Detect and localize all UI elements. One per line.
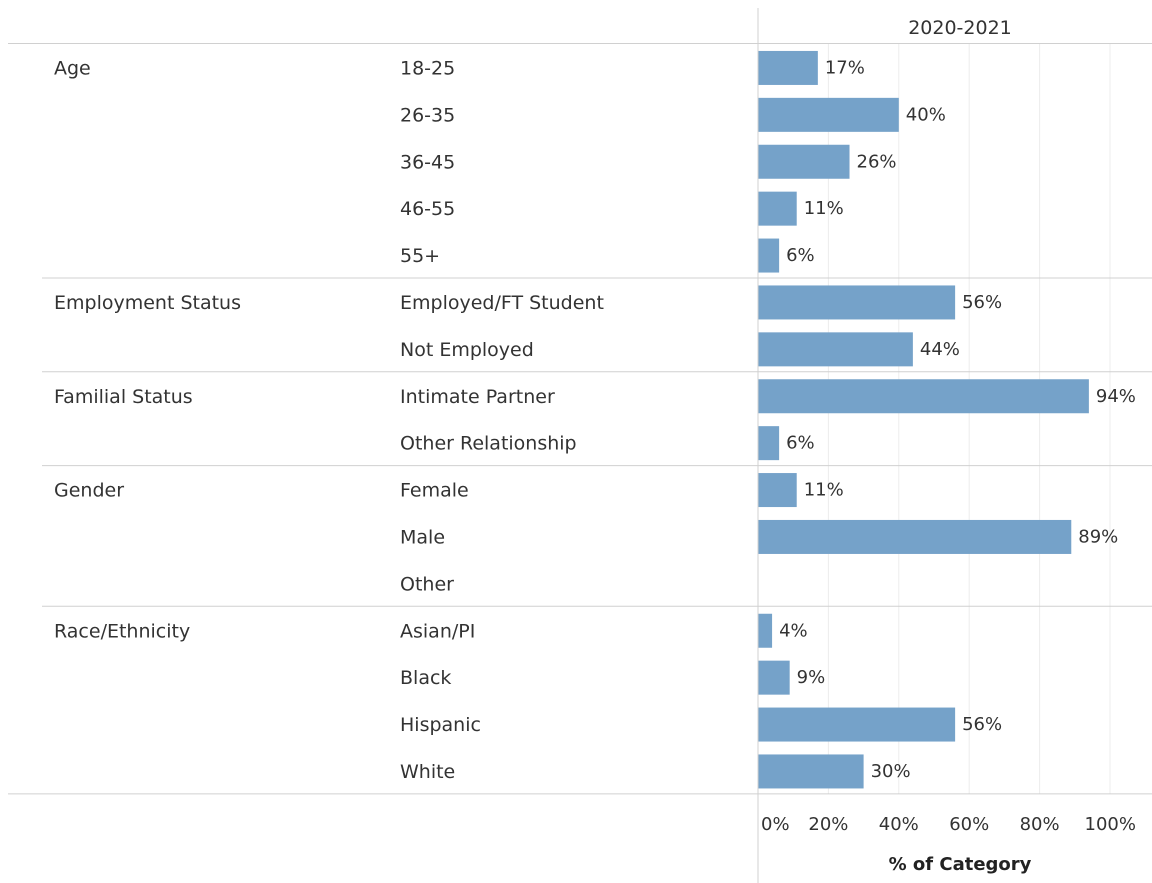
bar bbox=[758, 191, 797, 226]
bar-value-label: 44% bbox=[920, 339, 960, 360]
group-label: Age bbox=[54, 58, 91, 80]
category-label: Other bbox=[400, 573, 454, 595]
category-label: 36-45 bbox=[400, 151, 455, 173]
bar-value-label: 4% bbox=[779, 620, 808, 641]
bar bbox=[758, 754, 864, 789]
category-label: Asian/PI bbox=[400, 620, 475, 642]
category-label: Other Relationship bbox=[400, 433, 577, 455]
group-label: Familial Status bbox=[54, 386, 193, 408]
x-tick-label: 100% bbox=[1085, 814, 1136, 835]
category-label: Intimate Partner bbox=[400, 386, 555, 408]
category-label: Employed/FT Student bbox=[400, 292, 604, 314]
bar-value-label: 9% bbox=[797, 667, 826, 688]
category-label: 26-35 bbox=[400, 104, 455, 126]
bar-value-label: 6% bbox=[786, 245, 815, 266]
bar-value-label: 30% bbox=[871, 761, 911, 782]
x-tick-label: 80% bbox=[1020, 814, 1060, 835]
bar-value-label: 6% bbox=[786, 433, 815, 454]
bar-value-label: 94% bbox=[1096, 386, 1136, 407]
bar bbox=[758, 613, 773, 648]
category-label: 18-25 bbox=[400, 58, 455, 80]
category-label: White bbox=[400, 761, 455, 783]
bar bbox=[758, 519, 1072, 554]
bar-value-label: 11% bbox=[804, 198, 844, 219]
bar-value-label: 56% bbox=[962, 714, 1002, 735]
category-label: Black bbox=[400, 667, 451, 689]
bar bbox=[758, 50, 818, 85]
category-label: 55+ bbox=[400, 245, 440, 267]
bar-value-label: 11% bbox=[804, 480, 844, 501]
bar bbox=[758, 332, 913, 367]
bar bbox=[758, 473, 797, 508]
bar-value-label: 89% bbox=[1078, 527, 1118, 548]
bar bbox=[758, 144, 850, 179]
group-label: Employment Status bbox=[54, 292, 241, 314]
bar bbox=[758, 426, 780, 461]
group-label: Race/Ethnicity bbox=[54, 620, 190, 642]
bar bbox=[758, 660, 790, 695]
category-label: Female bbox=[400, 480, 469, 502]
category-label: Hispanic bbox=[400, 714, 481, 736]
bar bbox=[758, 707, 956, 742]
bar bbox=[758, 379, 1089, 414]
x-axis-title: % of Category bbox=[889, 854, 1032, 875]
x-tick-label: 0% bbox=[761, 814, 790, 835]
category-label: Not Employed bbox=[400, 339, 534, 361]
x-tick-label: 20% bbox=[808, 814, 848, 835]
x-tick-label: 40% bbox=[879, 814, 919, 835]
bar-value-label: 40% bbox=[906, 104, 946, 125]
category-label: Male bbox=[400, 527, 445, 549]
bar-value-label: 26% bbox=[857, 151, 897, 172]
category-label: 46-55 bbox=[400, 198, 455, 220]
x-tick-label: 60% bbox=[949, 814, 989, 835]
bar bbox=[758, 238, 780, 273]
bar bbox=[758, 97, 899, 132]
group-label: Gender bbox=[54, 480, 124, 502]
bar bbox=[758, 285, 956, 320]
bar-value-label: 17% bbox=[825, 58, 865, 79]
bar-value-label: 56% bbox=[962, 292, 1002, 313]
column-header: 2020-2021 bbox=[908, 17, 1012, 39]
